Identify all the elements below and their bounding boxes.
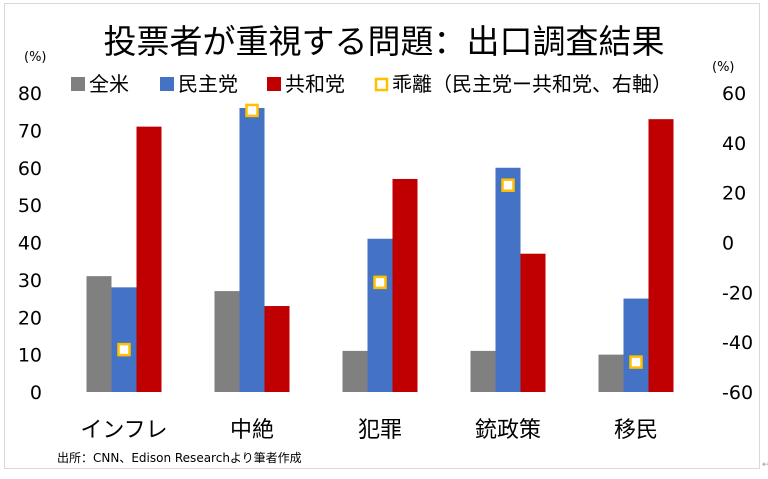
legend-swatch-gap	[374, 77, 389, 92]
left-tick-label: 0	[30, 382, 42, 404]
legend-label-gap: 乖離（民主党ー共和党、右軸）	[392, 72, 672, 96]
category-axis: インフレ 中絶 犯罪 銃政策 移民	[80, 418, 658, 443]
right-axis: -60 -40 -20 0 20 40 60	[722, 83, 753, 404]
left-axis: 0 10 20 30 40 50 60 70 80	[18, 83, 42, 404]
bar-republican-2	[392, 178, 418, 392]
bar-national-0	[86, 276, 112, 392]
left-tick-label: 60	[18, 158, 42, 180]
gap-marker-0	[117, 342, 131, 357]
right-tick-label: -60	[722, 382, 753, 404]
bar-republican-0	[136, 126, 162, 392]
corner-mark: ↩	[762, 460, 768, 470]
chart-title: 投票者が重視する問題：出口調査結果	[104, 22, 665, 61]
source-note: 出所：CNN、Edison Researchより筆者作成	[57, 451, 302, 465]
right-tick-label: 0	[722, 233, 734, 255]
bar-democrat-4	[623, 298, 649, 392]
right-tick-label: 40	[722, 133, 746, 155]
gap-marker-2	[373, 275, 387, 290]
left-axis-unit: (%)	[24, 50, 47, 65]
legend-swatch-national	[71, 77, 85, 91]
bar-national-2	[342, 350, 368, 392]
chart-frame	[4, 3, 760, 469]
gap-marker-1	[245, 103, 259, 118]
left-tick-label: 40	[18, 233, 42, 255]
category-label: 中絶	[230, 418, 274, 443]
gap-marker-4	[629, 355, 643, 369]
right-tick-label: -40	[722, 332, 753, 354]
left-tick-label: 80	[18, 83, 42, 105]
left-tick-label: 50	[18, 195, 42, 217]
left-tick-label: 10	[18, 345, 42, 367]
right-axis-unit: (%)	[712, 60, 735, 75]
category-label: インフレ	[80, 418, 167, 443]
bar-republican-3	[520, 253, 546, 392]
bar-democrat-1	[239, 107, 265, 392]
legend: 全米 民主党 共和党 乖離（民主党ー共和党、右軸）	[71, 72, 672, 96]
right-tick-label: 20	[722, 183, 746, 205]
bar-democrat-2	[367, 238, 393, 392]
bars	[86, 107, 674, 392]
legend-label-republican: 共和党	[285, 72, 345, 96]
right-tick-label: 60	[722, 83, 746, 105]
right-tick-label: -20	[722, 282, 753, 304]
bar-democrat-0	[111, 287, 137, 392]
category-label: 移民	[614, 418, 658, 443]
category-label: 銃政策	[475, 418, 541, 443]
left-tick-label: 20	[18, 307, 42, 329]
gap-markers	[117, 103, 643, 369]
bar-national-3	[470, 350, 496, 392]
left-tick-label: 70	[18, 120, 42, 142]
legend-swatch-democrat	[160, 77, 174, 91]
bar-national-4	[598, 354, 624, 392]
legend-label-democrat: 民主党	[178, 72, 238, 96]
legend-label-national: 全米	[89, 72, 129, 96]
category-label: 犯罪	[358, 418, 402, 443]
bar-republican-4	[648, 119, 674, 392]
gap-marker-3	[501, 178, 515, 192]
legend-swatch-republican	[267, 77, 281, 91]
bar-republican-1	[264, 306, 290, 392]
left-tick-label: 30	[18, 270, 42, 292]
bar-democrat-3	[495, 167, 521, 392]
bar-national-1	[214, 291, 240, 392]
